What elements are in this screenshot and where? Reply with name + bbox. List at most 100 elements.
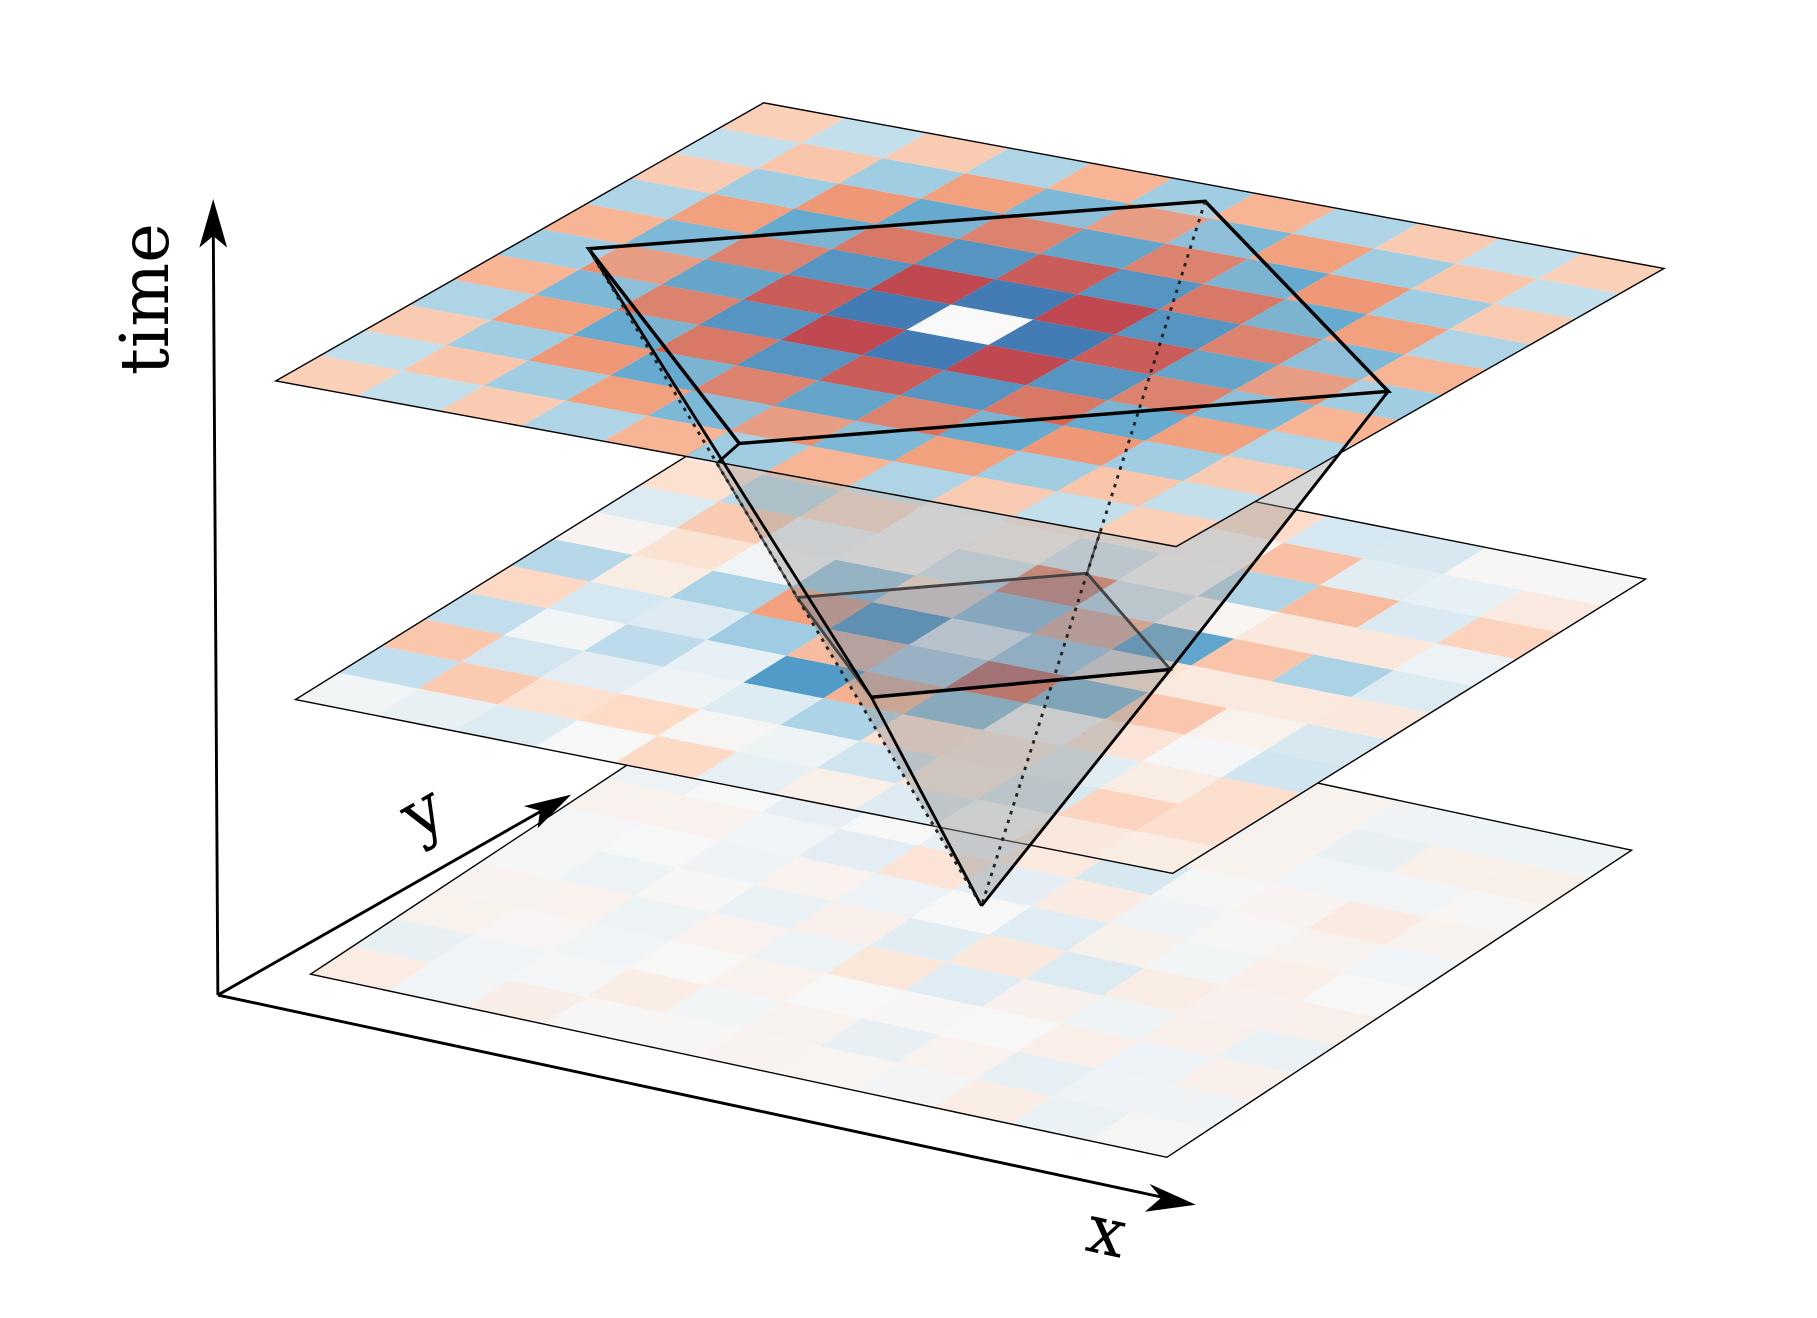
grid-cell bbox=[479, 834, 600, 880]
grid-cell bbox=[620, 666, 744, 710]
plane-border bbox=[273, 102, 1667, 548]
grid-cell bbox=[1357, 600, 1480, 644]
grid-cell bbox=[780, 314, 907, 356]
grid-cell bbox=[1511, 833, 1632, 879]
grid-cell bbox=[375, 688, 498, 732]
grid-cell bbox=[801, 117, 928, 159]
grid-cell bbox=[630, 153, 757, 194]
x-arrowhead bbox=[1144, 1183, 1196, 1212]
grid-cell bbox=[357, 370, 484, 412]
pyramid-edge bbox=[1169, 390, 1390, 671]
grid-cell bbox=[705, 234, 832, 275]
grid-cell bbox=[610, 350, 737, 391]
grid-cell bbox=[424, 592, 548, 636]
grid-cell bbox=[1062, 718, 1186, 762]
grid-cell bbox=[1307, 697, 1431, 740]
grid-cell bbox=[275, 355, 402, 396]
grid-cell bbox=[988, 633, 1112, 677]
grid-cell bbox=[639, 458, 763, 502]
grid-cell bbox=[819, 1018, 940, 1063]
grid-cell bbox=[1099, 761, 1222, 805]
grid-cell bbox=[835, 532, 959, 576]
pyramid-edge bbox=[871, 667, 1171, 699]
grid-cell bbox=[1002, 188, 1129, 229]
grid-cell bbox=[1191, 638, 1315, 682]
grid-cell bbox=[1469, 861, 1590, 907]
grid-cell bbox=[1024, 951, 1145, 996]
grid-cell bbox=[1277, 585, 1401, 628]
grid-cell bbox=[1077, 269, 1204, 310]
grid-cell bbox=[621, 1012, 743, 1058]
grid-cell bbox=[1117, 553, 1241, 597]
x-axis bbox=[217, 993, 1177, 1202]
grid-cell bbox=[876, 198, 1003, 239]
grid-cell bbox=[418, 661, 541, 705]
grid-cell bbox=[1019, 425, 1146, 466]
grid-cell bbox=[818, 355, 945, 396]
grid-cell bbox=[1092, 830, 1216, 874]
grid-cell bbox=[1363, 531, 1487, 575]
grid-cell bbox=[1186, 911, 1307, 957]
grid-cell bbox=[824, 289, 952, 330]
grid-cell bbox=[872, 575, 996, 619]
grid-cell bbox=[859, 714, 983, 757]
grid-cell bbox=[823, 671, 946, 715]
grid-cell bbox=[1039, 228, 1167, 270]
cone-face bbox=[981, 573, 1171, 906]
grid-cell bbox=[699, 1029, 820, 1075]
grid-cell bbox=[780, 698, 903, 741]
grid-cell bbox=[1111, 622, 1235, 666]
grid-cell bbox=[534, 720, 658, 763]
grid-cell bbox=[599, 823, 720, 868]
grid-cell bbox=[736, 340, 863, 381]
grid-cell bbox=[1228, 681, 1351, 724]
grid-cell bbox=[749, 208, 877, 250]
grid-cell bbox=[848, 461, 975, 502]
grid-cell bbox=[1026, 359, 1153, 401]
grid-cell bbox=[1367, 288, 1494, 330]
grid-cell bbox=[1135, 804, 1259, 847]
grid-cell bbox=[1306, 900, 1428, 946]
grid-cell bbox=[504, 608, 627, 651]
grid-cell bbox=[508, 951, 629, 997]
grid-cell bbox=[1185, 707, 1308, 751]
grid-cell bbox=[547, 581, 670, 625]
grid-cell bbox=[320, 330, 447, 371]
grid-cell bbox=[755, 517, 879, 560]
grid-cell bbox=[1012, 491, 1139, 532]
grid-cell bbox=[719, 812, 840, 857]
grid-cell bbox=[1137, 1012, 1259, 1057]
grid-cell bbox=[853, 783, 977, 826]
grid-cell bbox=[1152, 349, 1279, 391]
grid-cell bbox=[1247, 233, 1375, 274]
grid-cell bbox=[1056, 465, 1184, 507]
time-arrowhead bbox=[199, 198, 228, 248]
grid-cell bbox=[579, 244, 706, 285]
grid-cell bbox=[1148, 665, 1272, 708]
grid-cell bbox=[1271, 405, 1398, 446]
grid-cell bbox=[988, 906, 1109, 952]
grid-cell bbox=[1285, 273, 1412, 315]
grid-cell bbox=[939, 729, 1063, 773]
grid-cell bbox=[706, 957, 827, 1002]
grid-cell bbox=[483, 360, 611, 401]
grid-cell bbox=[756, 143, 884, 184]
grid-cell bbox=[896, 756, 1020, 800]
grid-cell bbox=[590, 554, 713, 598]
grid-cell bbox=[408, 279, 536, 321]
grid-cell bbox=[515, 879, 636, 924]
grid-cell bbox=[826, 945, 947, 991]
grid-cell bbox=[743, 274, 870, 315]
grid-cell bbox=[1342, 945, 1463, 990]
grid-cell bbox=[668, 193, 795, 235]
grid-cell bbox=[868, 917, 989, 963]
grid-cell bbox=[583, 624, 707, 667]
plane-border bbox=[308, 666, 1634, 1159]
grid-cell bbox=[1400, 574, 1523, 617]
grid-cell bbox=[663, 639, 787, 683]
grid-cell bbox=[904, 962, 1025, 1007]
grid-cell bbox=[1066, 923, 1187, 968]
grid-cell bbox=[381, 619, 505, 662]
grid-cell bbox=[1522, 563, 1646, 606]
grid-cell bbox=[1433, 816, 1554, 862]
